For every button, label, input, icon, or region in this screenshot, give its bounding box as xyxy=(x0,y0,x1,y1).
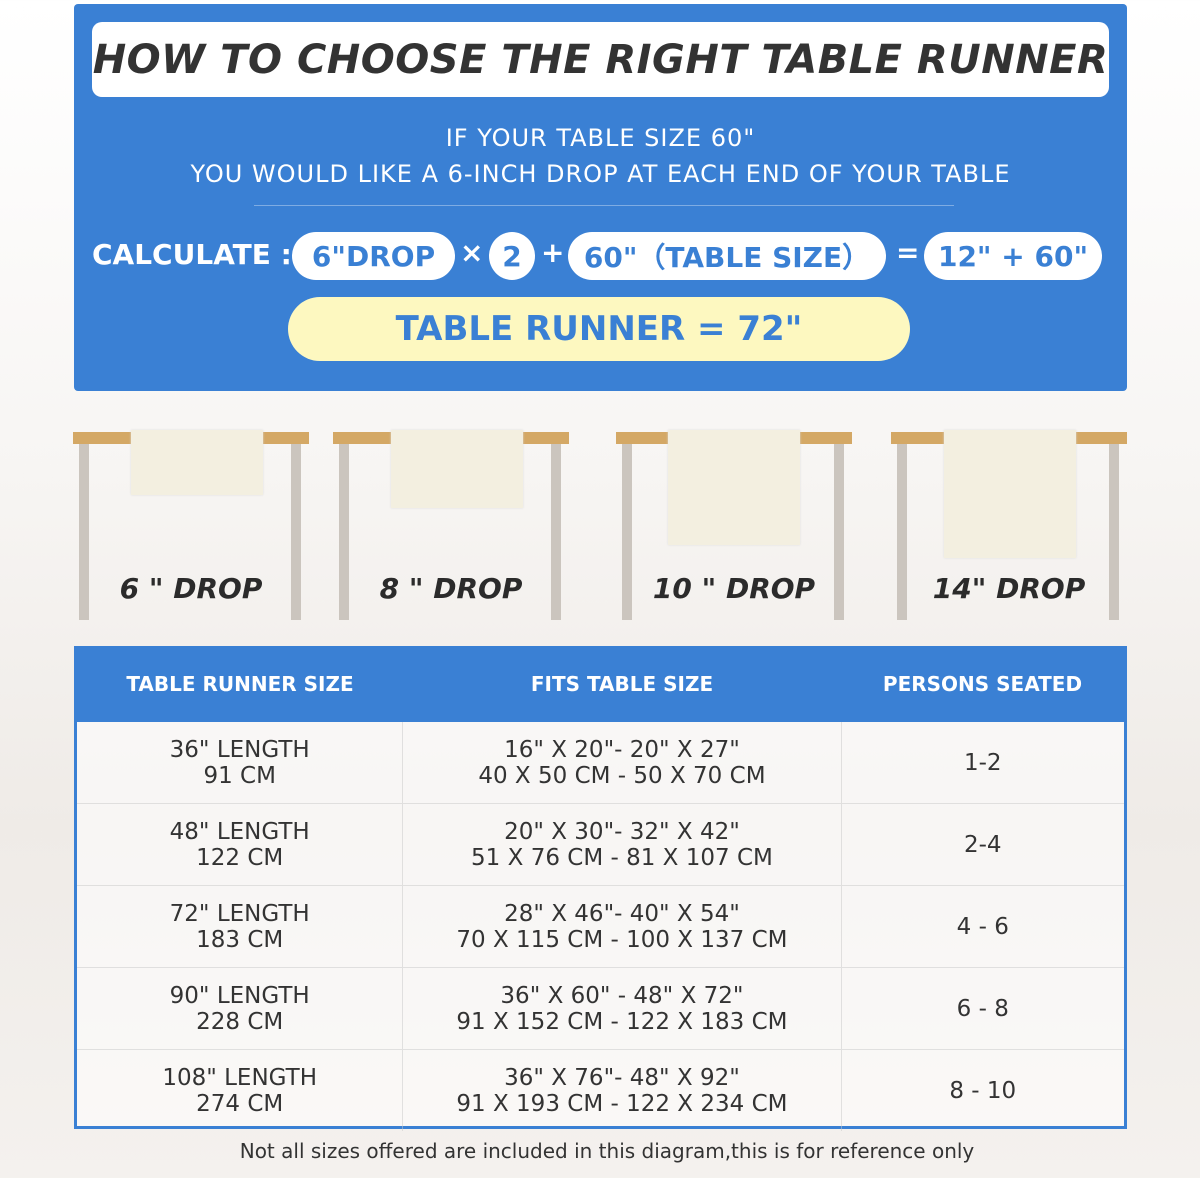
drop-label: 6 " DROP xyxy=(119,572,263,605)
fits-inches: 16" X 20"- 20" X 27" xyxy=(504,736,740,763)
table-diagram-6: 6 " DROP xyxy=(73,430,309,622)
table-row: 36" LENGTH 91 CM 16" X 20"- 20" X 27" 40 X … xyxy=(77,722,1124,804)
persons-cell: 6 - 8 xyxy=(842,968,1124,1049)
drop-label: 10 " DROP xyxy=(652,572,816,605)
plus-sign: + xyxy=(541,236,565,269)
persons-cell: 1-2 xyxy=(842,722,1124,803)
runner-size-cell: 36" LENGTH 91 CM xyxy=(77,722,402,803)
fits-inches: 36" X 76"- 48" X 92" xyxy=(504,1064,740,1091)
table-leg xyxy=(551,444,561,620)
runner-drop xyxy=(944,430,1076,558)
size-cm: 122 CM xyxy=(196,844,284,871)
table-leg xyxy=(79,444,89,620)
persons-seated: 6 - 8 xyxy=(956,995,1009,1022)
fits-inches: 36" X 60" - 48" X 72" xyxy=(500,982,744,1009)
table-size-pill: 60"（TABLE SIZE） xyxy=(568,232,886,280)
table-leg xyxy=(339,444,349,620)
runner-drop xyxy=(131,430,263,495)
header-persons-seated: PERSONS SEATED xyxy=(882,672,1083,696)
size-inches: 72" LENGTH xyxy=(169,900,310,927)
runner-drop xyxy=(668,430,800,545)
size-inches: 48" LENGTH xyxy=(169,818,310,845)
table-row: 90" LENGTH 228 CM 36" X 60" - 48" X 72" 91 … xyxy=(77,968,1124,1050)
table-leg xyxy=(897,444,907,620)
page-title: HOW TO CHOOSE THE RIGHT TABLE RUNNER xyxy=(92,22,1109,97)
table-leg xyxy=(834,444,844,620)
footnote: Not all sizes offered are included in th… xyxy=(239,1139,975,1163)
multiplier-pill: 2 xyxy=(489,232,535,280)
equals-sign: = xyxy=(896,236,920,269)
persons-cell: 4 - 6 xyxy=(842,886,1124,967)
header-fits-table-size: FITS TABLE SIZE xyxy=(530,672,714,696)
table-leg xyxy=(622,444,632,620)
fits-cm: 70 X 115 CM - 100 X 137 CM xyxy=(456,926,788,953)
fits-table-cell: 20" X 30"- 32" X 42" 51 X 76 CM - 81 X 10… xyxy=(402,804,842,885)
table-diagram-10: 10 " DROP xyxy=(616,430,852,622)
divider xyxy=(254,205,954,206)
times-sign: × xyxy=(460,236,484,269)
size-cm: 228 CM xyxy=(196,1008,284,1035)
size-cm: 91 CM xyxy=(203,762,276,789)
drop-label: 8 " DROP xyxy=(379,572,523,605)
table-leg xyxy=(1109,444,1119,620)
runner-drop xyxy=(391,430,523,508)
table-leg xyxy=(291,444,301,620)
size-inches: 108" LENGTH xyxy=(162,1064,318,1091)
persons-cell: 2-4 xyxy=(842,804,1124,885)
fits-table-cell: 36" X 76"- 48" X 92" 91 X 193 CM - 122 X … xyxy=(402,1050,842,1131)
size-cm: 274 CM xyxy=(196,1090,284,1117)
fits-cm: 91 X 152 CM - 122 X 183 CM xyxy=(456,1008,788,1035)
table-diagram-14: 14" DROP xyxy=(891,430,1127,622)
header-runner-size: TABLE RUNNER SIZE xyxy=(126,672,354,696)
calculate-label: CALCULATE : xyxy=(92,238,292,271)
result-pill: TABLE RUNNER = 72" xyxy=(288,297,910,361)
size-cm: 183 CM xyxy=(196,926,284,953)
persons-seated: 1-2 xyxy=(963,749,1002,776)
fits-cm: 91 X 193 CM - 122 X 234 CM xyxy=(456,1090,788,1117)
persons-seated: 2-4 xyxy=(963,831,1002,858)
example-line-2: YOU WOULD LIKE A 6-INCH DROP AT EACH END… xyxy=(190,160,1011,188)
persons-cell: 8 - 10 xyxy=(842,1050,1124,1131)
size-inches: 90" LENGTH xyxy=(169,982,310,1009)
persons-seated: 4 - 6 xyxy=(956,913,1009,940)
runner-size-cell: 90" LENGTH 228 CM xyxy=(77,968,402,1049)
sum-pill: 12" + 60" xyxy=(924,232,1102,280)
size-table: TABLE RUNNER SIZE FITS TABLE SIZE PERSON… xyxy=(74,646,1127,1131)
runner-size-cell: 48" LENGTH 122 CM xyxy=(77,804,402,885)
runner-size-cell: 72" LENGTH 183 CM xyxy=(77,886,402,967)
fits-inches: 20" X 30"- 32" X 42" xyxy=(504,818,740,845)
calculation-panel: HOW TO CHOOSE THE RIGHT TABLE RUNNER IF … xyxy=(74,4,1127,391)
fits-table-cell: 16" X 20"- 20" X 27" 40 X 50 CM - 50 X 70… xyxy=(402,722,842,803)
fits-table-cell: 36" X 60" - 48" X 72" 91 X 152 CM - 122 X… xyxy=(402,968,842,1049)
table-diagram-8: 8 " DROP xyxy=(333,430,569,622)
runner-size-cell: 108" LENGTH 274 CM xyxy=(77,1050,402,1131)
drop-pill: 6"DROP xyxy=(292,232,455,280)
fits-cm: 40 X 50 CM - 50 X 70 CM xyxy=(478,762,766,789)
fits-cm: 51 X 76 CM - 81 X 107 CM xyxy=(471,844,773,871)
persons-seated: 8 - 10 xyxy=(949,1077,1017,1104)
table-body: 36" LENGTH 91 CM 16" X 20"- 20" X 27" 40 X … xyxy=(77,722,1124,1131)
size-inches: 36" LENGTH xyxy=(169,736,310,763)
table-row: 48" LENGTH 122 CM 20" X 30"- 32" X 42" 51 X… xyxy=(77,804,1124,886)
table-row: 72" LENGTH 183 CM 28" X 46"- 40" X 54" 70 X… xyxy=(77,886,1124,968)
fits-inches: 28" X 46"- 40" X 54" xyxy=(504,900,740,927)
table-row: 108" LENGTH 274 CM 36" X 76"- 48" X 92" 91 … xyxy=(77,1050,1124,1131)
drop-label: 14" DROP xyxy=(932,572,1086,605)
example-line-1: IF YOUR TABLE SIZE 60" xyxy=(445,124,756,152)
table-header: TABLE RUNNER SIZE FITS TABLE SIZE PERSON… xyxy=(77,646,1124,722)
fits-table-cell: 28" X 46"- 40" X 54" 70 X 115 CM - 100 X … xyxy=(402,886,842,967)
